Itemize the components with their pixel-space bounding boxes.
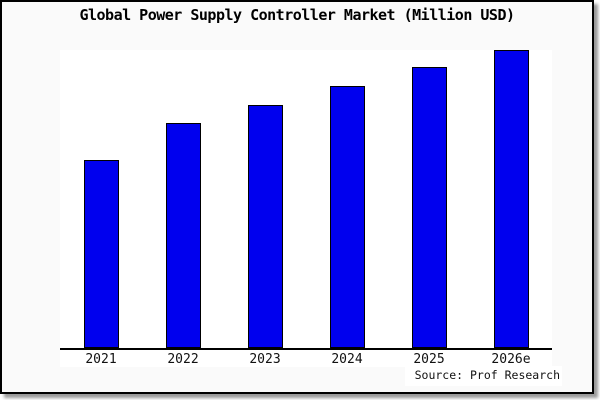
bar [165, 123, 201, 348]
source-credit: Source: Prof Research [404, 366, 562, 386]
bar [411, 67, 447, 348]
plot-area [60, 50, 552, 350]
plot-background [60, 50, 552, 367]
x-tick-label: 2025 [413, 352, 445, 367]
chart-title: Global Power Supply Controller Market (M… [79, 6, 515, 24]
bar [329, 86, 365, 348]
x-tick-label: 2021 [85, 352, 117, 367]
bar [247, 105, 283, 348]
x-tick-label: 2023 [249, 352, 281, 367]
bar [83, 160, 119, 348]
x-tick-label: 2022 [167, 352, 199, 367]
bar [493, 50, 529, 348]
x-tick-label: 2024 [331, 352, 363, 367]
x-tick-label: 2026e [491, 352, 531, 367]
